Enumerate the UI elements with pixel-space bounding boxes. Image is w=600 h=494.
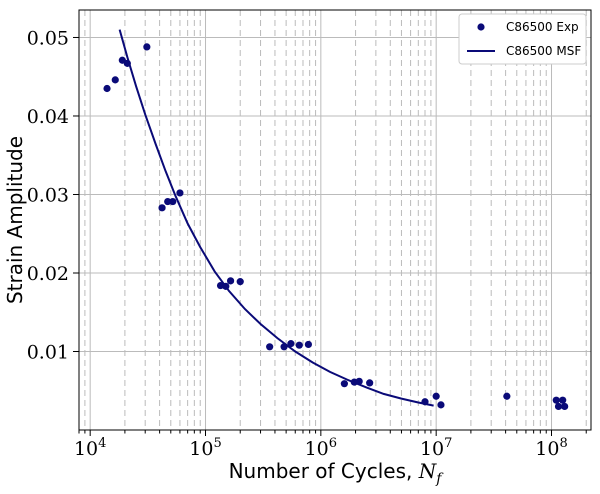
x-tick-exponent: 5 <box>213 436 221 451</box>
exp-data-point <box>164 197 172 206</box>
plot-frame <box>78 9 592 431</box>
legend-label-exp: C86500 Exp <box>506 20 579 34</box>
x-tick-exponent: 8 <box>559 436 567 451</box>
exp-data-point <box>169 197 177 206</box>
x-tick-label: 104 <box>74 436 106 460</box>
exp-data-point <box>123 59 131 67</box>
point-layer <box>103 43 569 411</box>
exp-data-point <box>226 277 235 285</box>
exp-data-point <box>158 204 166 212</box>
exp-data-point <box>236 278 244 286</box>
exp-data-point <box>355 377 363 385</box>
x-tick-base: 10 <box>189 438 213 460</box>
msf-fit-line <box>118 29 434 407</box>
legend: C86500 Exp C86500 MSF <box>458 13 587 65</box>
line-layer <box>118 29 434 407</box>
x-tick-label: 105 <box>189 436 221 460</box>
exp-data-point <box>366 379 374 387</box>
y-tick-label: 0.05 <box>27 27 69 49</box>
y-tick-label: 0.04 <box>27 106 69 128</box>
x-tick-base: 10 <box>74 438 98 460</box>
y-tick-label: 0.03 <box>27 184 69 206</box>
x-tick-label: 108 <box>535 436 567 460</box>
exp-data-point <box>143 43 151 51</box>
exp-data-point <box>421 398 429 406</box>
exp-data-point <box>280 343 288 351</box>
exp-data-point <box>295 341 303 349</box>
exp-data-point <box>216 281 225 290</box>
exp-data-point <box>266 343 274 351</box>
exp-data-point <box>437 401 445 409</box>
exp-data-point <box>503 392 511 400</box>
x-tick-exponent: 6 <box>329 436 337 451</box>
x-tick-label: 107 <box>420 436 452 460</box>
exp-data-point <box>561 402 569 411</box>
exp-data-point <box>552 396 560 404</box>
exp-data-point <box>554 402 563 411</box>
x-tick-base: 10 <box>535 438 559 460</box>
x-tick-base: 10 <box>305 438 329 460</box>
exp-data-point <box>111 76 119 84</box>
exp-data-point <box>103 84 111 93</box>
exp-data-point <box>559 396 567 404</box>
y-tick-label: 0.01 <box>27 341 69 363</box>
exp-data-point <box>304 340 312 349</box>
exp-data-point <box>340 380 348 388</box>
legend-label-msf: C86500 MSF <box>506 44 581 58</box>
exp-data-point <box>222 282 230 290</box>
legend-marker-exp <box>477 23 485 31</box>
grid-layer <box>78 10 591 430</box>
x-tick-exponent: 4 <box>98 436 106 451</box>
exp-data-point <box>432 392 440 400</box>
exp-data-point <box>176 189 184 197</box>
x-tick-exponent: 7 <box>444 436 452 451</box>
x-tick-base: 10 <box>420 438 444 460</box>
y-tick-label: 0.02 <box>27 263 69 285</box>
x-tick-label: 106 <box>305 436 337 460</box>
y-axis-label: Strain Amplitude <box>3 136 27 304</box>
exp-data-point <box>287 340 295 348</box>
x-axis-label: Number of Cycles, Nf <box>229 459 445 487</box>
